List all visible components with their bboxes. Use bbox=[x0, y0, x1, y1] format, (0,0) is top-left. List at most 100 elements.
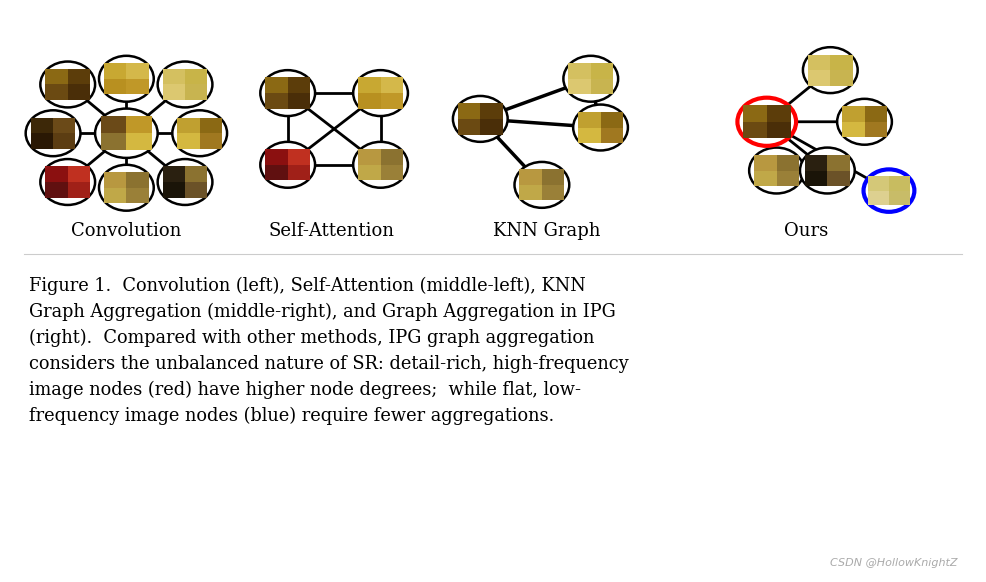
FancyBboxPatch shape bbox=[185, 84, 207, 100]
Ellipse shape bbox=[260, 142, 316, 188]
FancyBboxPatch shape bbox=[126, 188, 149, 203]
FancyBboxPatch shape bbox=[542, 169, 564, 185]
FancyBboxPatch shape bbox=[830, 70, 853, 86]
FancyBboxPatch shape bbox=[163, 84, 185, 100]
Ellipse shape bbox=[800, 148, 855, 193]
FancyBboxPatch shape bbox=[568, 63, 591, 79]
FancyBboxPatch shape bbox=[68, 84, 90, 100]
FancyBboxPatch shape bbox=[868, 176, 889, 191]
Ellipse shape bbox=[158, 159, 212, 205]
FancyBboxPatch shape bbox=[288, 165, 311, 180]
FancyBboxPatch shape bbox=[830, 55, 853, 70]
Text: Convolution: Convolution bbox=[71, 222, 181, 240]
FancyBboxPatch shape bbox=[458, 103, 480, 119]
FancyBboxPatch shape bbox=[458, 119, 480, 134]
Ellipse shape bbox=[40, 159, 95, 205]
FancyBboxPatch shape bbox=[827, 155, 850, 171]
FancyBboxPatch shape bbox=[45, 166, 68, 182]
Ellipse shape bbox=[563, 56, 618, 102]
FancyBboxPatch shape bbox=[53, 118, 76, 133]
FancyBboxPatch shape bbox=[126, 116, 152, 133]
Ellipse shape bbox=[173, 111, 227, 156]
FancyBboxPatch shape bbox=[126, 133, 152, 150]
Ellipse shape bbox=[158, 62, 212, 108]
FancyBboxPatch shape bbox=[808, 55, 830, 70]
Text: Ours: Ours bbox=[784, 222, 828, 240]
FancyBboxPatch shape bbox=[126, 63, 149, 79]
FancyBboxPatch shape bbox=[358, 165, 381, 180]
FancyBboxPatch shape bbox=[600, 127, 623, 143]
FancyBboxPatch shape bbox=[868, 191, 889, 205]
FancyBboxPatch shape bbox=[31, 133, 53, 149]
FancyBboxPatch shape bbox=[288, 93, 311, 109]
Ellipse shape bbox=[260, 70, 316, 116]
FancyBboxPatch shape bbox=[288, 77, 311, 93]
FancyBboxPatch shape bbox=[777, 171, 799, 186]
FancyBboxPatch shape bbox=[163, 182, 185, 198]
Text: Figure 1.  Convolution (left), Self-Attention (middle-left), KNN
Graph Aggregati: Figure 1. Convolution (left), Self-Atten… bbox=[29, 276, 628, 425]
Ellipse shape bbox=[40, 62, 95, 108]
FancyBboxPatch shape bbox=[381, 165, 403, 180]
FancyBboxPatch shape bbox=[742, 105, 767, 122]
Ellipse shape bbox=[95, 109, 158, 158]
FancyBboxPatch shape bbox=[126, 79, 149, 94]
FancyBboxPatch shape bbox=[777, 155, 799, 171]
FancyBboxPatch shape bbox=[265, 93, 288, 109]
FancyBboxPatch shape bbox=[754, 155, 777, 171]
FancyBboxPatch shape bbox=[185, 69, 207, 84]
FancyBboxPatch shape bbox=[865, 106, 887, 122]
FancyBboxPatch shape bbox=[53, 133, 76, 149]
FancyBboxPatch shape bbox=[177, 118, 200, 133]
FancyBboxPatch shape bbox=[578, 112, 600, 127]
FancyBboxPatch shape bbox=[358, 149, 381, 165]
Ellipse shape bbox=[515, 162, 569, 208]
FancyBboxPatch shape bbox=[767, 122, 791, 138]
FancyBboxPatch shape bbox=[842, 122, 865, 137]
FancyBboxPatch shape bbox=[101, 116, 126, 133]
FancyBboxPatch shape bbox=[754, 171, 777, 186]
FancyBboxPatch shape bbox=[381, 149, 403, 165]
FancyBboxPatch shape bbox=[520, 185, 542, 200]
FancyBboxPatch shape bbox=[381, 93, 403, 109]
FancyBboxPatch shape bbox=[265, 77, 288, 93]
Ellipse shape bbox=[453, 96, 508, 142]
Ellipse shape bbox=[837, 99, 892, 145]
FancyBboxPatch shape bbox=[520, 169, 542, 185]
Ellipse shape bbox=[99, 165, 154, 211]
FancyBboxPatch shape bbox=[542, 185, 564, 200]
FancyBboxPatch shape bbox=[358, 77, 381, 93]
FancyBboxPatch shape bbox=[163, 166, 185, 182]
Ellipse shape bbox=[749, 148, 804, 193]
FancyBboxPatch shape bbox=[805, 171, 827, 186]
Ellipse shape bbox=[573, 105, 628, 151]
FancyBboxPatch shape bbox=[808, 70, 830, 86]
Ellipse shape bbox=[26, 111, 81, 156]
FancyBboxPatch shape bbox=[68, 69, 90, 84]
FancyBboxPatch shape bbox=[381, 77, 403, 93]
Text: CSDN @HollowKnightZ: CSDN @HollowKnightZ bbox=[830, 558, 957, 567]
FancyBboxPatch shape bbox=[805, 155, 827, 171]
FancyBboxPatch shape bbox=[827, 171, 850, 186]
FancyBboxPatch shape bbox=[889, 176, 910, 191]
FancyBboxPatch shape bbox=[104, 79, 126, 94]
Text: KNN Graph: KNN Graph bbox=[493, 222, 600, 240]
FancyBboxPatch shape bbox=[104, 172, 126, 188]
FancyBboxPatch shape bbox=[480, 103, 503, 119]
FancyBboxPatch shape bbox=[68, 182, 90, 198]
Text: Self-Attention: Self-Attention bbox=[269, 222, 394, 240]
FancyBboxPatch shape bbox=[568, 79, 591, 94]
FancyBboxPatch shape bbox=[45, 182, 68, 198]
FancyBboxPatch shape bbox=[600, 112, 623, 127]
FancyBboxPatch shape bbox=[480, 119, 503, 134]
FancyBboxPatch shape bbox=[889, 191, 910, 205]
FancyBboxPatch shape bbox=[104, 188, 126, 203]
FancyBboxPatch shape bbox=[358, 93, 381, 109]
FancyBboxPatch shape bbox=[767, 105, 791, 122]
FancyBboxPatch shape bbox=[200, 133, 222, 149]
Ellipse shape bbox=[864, 169, 914, 212]
FancyBboxPatch shape bbox=[104, 63, 126, 79]
FancyBboxPatch shape bbox=[185, 166, 207, 182]
FancyBboxPatch shape bbox=[163, 69, 185, 84]
FancyBboxPatch shape bbox=[842, 106, 865, 122]
FancyBboxPatch shape bbox=[265, 149, 288, 165]
